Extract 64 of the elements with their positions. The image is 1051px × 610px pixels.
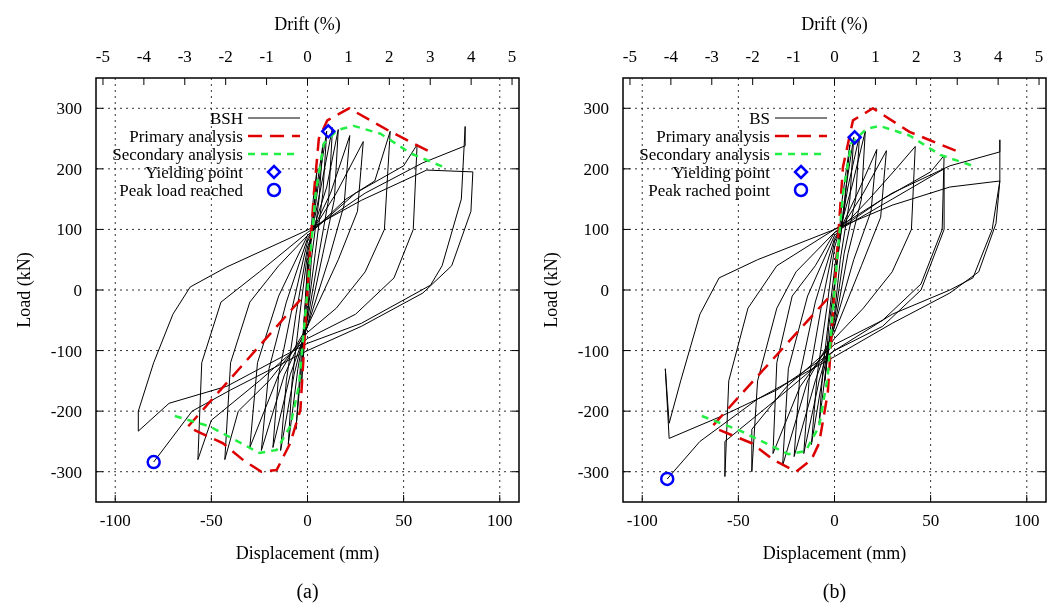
y-axis-title: Load (kN) (14, 252, 35, 328)
x2-tick-label: 4 (993, 47, 1003, 66)
x-tick-label: -50 (727, 511, 750, 530)
y-tick-label: 300 (56, 99, 82, 119)
x2-tick-label: 0 (303, 47, 312, 66)
x-tick-label: 0 (303, 511, 312, 530)
y-tick-label: 100 (56, 220, 82, 240)
x2-tick-label: -5 (622, 47, 638, 66)
y-tick-label: -100 (577, 341, 609, 361)
legend-label: BS (749, 109, 770, 128)
x2-tick-label: -2 (745, 47, 760, 66)
legend-label: Peak rached point (648, 181, 771, 200)
x-tick-label: 50 (922, 511, 940, 530)
y-axis-title: Load (kN) (541, 252, 562, 328)
legend-label: Primary analysis (656, 127, 770, 146)
x2-axis-title: Drift (%) (274, 14, 341, 35)
y-tick-label: 200 (583, 159, 609, 179)
legend-label: Secondary analysis (112, 145, 243, 164)
text: (a) (296, 580, 319, 603)
y-tick-label: -200 (50, 402, 82, 422)
x2-tick-label: 2 (912, 47, 921, 66)
x-tick-label: 50 (395, 511, 413, 530)
x2-axis-title: Drift (%) (801, 14, 868, 35)
x2-tick-label: -1 (786, 47, 801, 66)
text: (b) (822, 580, 847, 603)
x-tick-label: 100 (1014, 511, 1040, 530)
legend-label: Primary analysis (129, 127, 243, 146)
x-tick-label: 100 (487, 511, 513, 530)
x2-tick-label: 4 (466, 47, 476, 66)
x2-tick-label: 3 (425, 47, 435, 66)
legend-label: Secondary analysis (639, 145, 770, 164)
x-axis-title: Displacement (mm) (235, 543, 380, 564)
x-axis-title: Displacement (mm) (762, 543, 907, 564)
x2-tick-label: -5 (95, 47, 111, 66)
y-tick-label: -100 (50, 341, 82, 361)
x2-tick-label: 5 (507, 47, 517, 66)
x2-tick-label: -3 (177, 47, 192, 66)
x-tick-label: 0 (830, 511, 839, 530)
legend-label: BSH (209, 109, 243, 128)
y-tick-label: -200 (577, 402, 609, 422)
legend-label: Yielding point (672, 163, 771, 182)
y-tick-label: 300 (583, 99, 609, 119)
x2-tick-label: 3 (952, 47, 962, 66)
x2-tick-label: -3 (704, 47, 719, 66)
y-tick-label: -300 (577, 462, 609, 482)
x2-tick-label: -4 (136, 47, 152, 66)
legend-label: Yielding point (145, 163, 244, 182)
y-tick-label: 200 (56, 159, 82, 179)
x2-tick-label: 1 (871, 47, 880, 66)
x-tick-label: -100 (626, 511, 658, 530)
x2-tick-label: 2 (385, 47, 394, 66)
x2-tick-label: 5 (1034, 47, 1044, 66)
y-tick-label: 100 (583, 220, 609, 240)
legend-label: Peak load reached (119, 181, 244, 200)
x2-tick-label: 1 (344, 47, 353, 66)
x2-tick-label: -1 (259, 47, 274, 66)
x2-tick-label: -2 (218, 47, 233, 66)
y-tick-label: -300 (50, 462, 82, 482)
x-tick-label: -50 (200, 511, 223, 530)
x2-tick-label: -4 (663, 47, 679, 66)
y-tick-label: 0 (600, 281, 609, 300)
x-tick-label: -100 (99, 511, 131, 530)
y-tick-label: 0 (73, 281, 82, 300)
x2-tick-label: 0 (830, 47, 839, 66)
